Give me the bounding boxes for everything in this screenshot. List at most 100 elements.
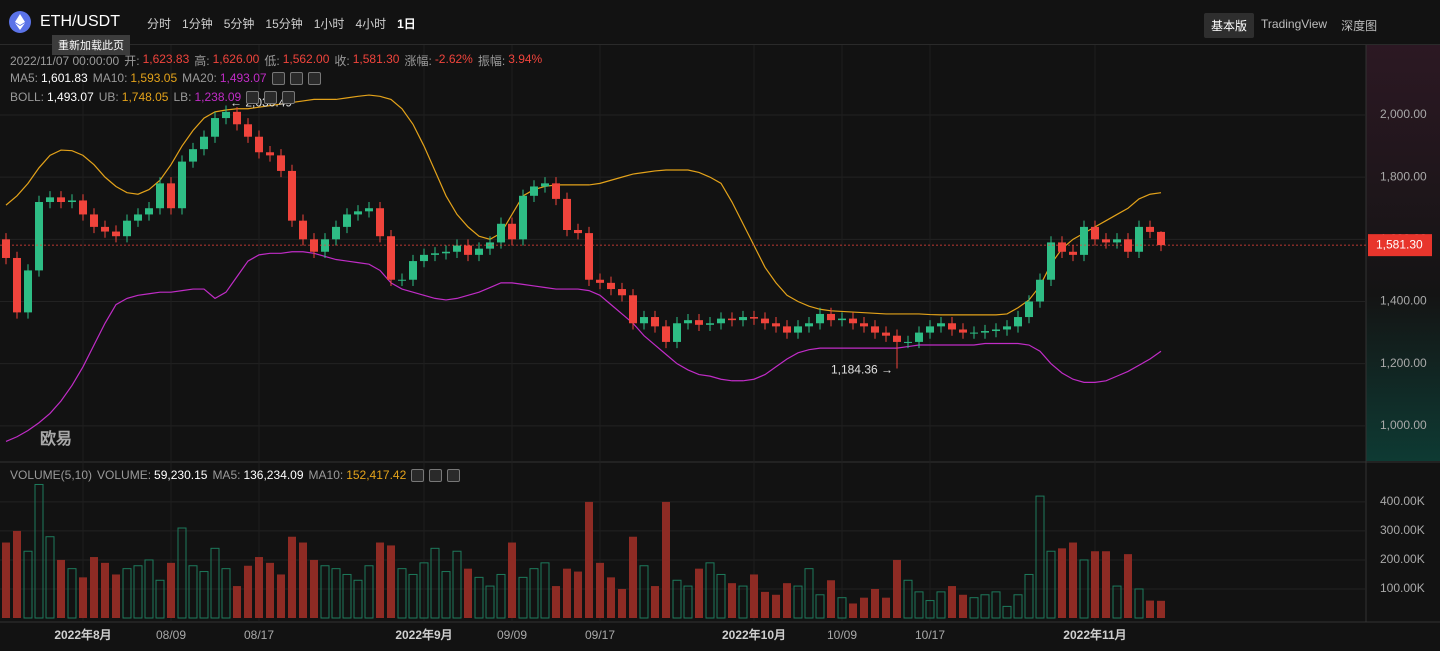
legend-icon[interactable] <box>447 468 461 482</box>
volume-bar <box>804 568 814 619</box>
candle-body <box>211 118 219 137</box>
candle-body <box>189 149 197 162</box>
volume-bar <box>672 579 682 619</box>
legend-label: 涨幅: <box>404 54 432 68</box>
candle-body <box>24 270 32 313</box>
y-tick-label: 1,000.00 <box>1380 418 1427 432</box>
candle-body <box>1124 239 1132 252</box>
candle-body <box>849 318 857 324</box>
interval-tab[interactable]: 1日 <box>397 17 416 31</box>
legend-field: MA10: 1,593.05 <box>93 71 177 85</box>
candle-body <box>750 317 758 319</box>
legend-icon[interactable] <box>246 90 260 104</box>
legend-label: 收: <box>334 54 350 68</box>
interval-tab[interactable]: 1分钟 <box>182 17 213 31</box>
interval-tab[interactable]: 4小时 <box>355 17 387 31</box>
volume-bar <box>397 568 407 619</box>
interval-tab[interactable]: 分时 <box>147 17 172 31</box>
candle-body <box>541 183 549 187</box>
legend-field: UB: 1,748.05 <box>99 90 169 104</box>
candle-body <box>871 326 879 333</box>
volume-bar <box>959 594 967 618</box>
candle-body <box>123 220 131 237</box>
candle-body <box>442 251 450 254</box>
volume-bar <box>1046 550 1056 619</box>
legend-value: 1,593.05 <box>130 71 178 85</box>
watermark: 欧易 <box>40 429 72 448</box>
legend-icon[interactable] <box>429 468 443 482</box>
candle-body <box>57 197 65 203</box>
candle-body <box>662 326 670 342</box>
interval-tab[interactable]: 5分钟 <box>223 17 255 31</box>
volume-bar <box>1079 559 1089 619</box>
legend-label: 高: <box>194 54 210 68</box>
volume-bar <box>882 597 890 618</box>
volume-bar <box>1134 588 1144 619</box>
volume-bar <box>574 571 582 618</box>
candle-body <box>893 335 901 342</box>
legend-value: 1,623.83 <box>142 52 190 66</box>
candle-body <box>453 245 461 252</box>
volume-bar <box>925 600 935 619</box>
indicator-line <box>5 94 1162 316</box>
volume-bar <box>167 562 175 618</box>
tooltip: 重新加载此页 <box>52 35 130 55</box>
x-tick-label: 2022年8月 <box>54 627 111 642</box>
x-tick-label: 2022年9月 <box>395 627 452 642</box>
candle-body <box>882 332 890 336</box>
volume-bar <box>67 568 77 619</box>
candle-body <box>563 198 571 230</box>
legend-label: MA5: <box>10 71 39 85</box>
indicator-line <box>5 251 1162 442</box>
candle-body <box>321 239 329 252</box>
volume-bar <box>441 571 451 619</box>
volume-bar <box>233 586 241 618</box>
symbol[interactable]: ETH/USDT <box>40 13 120 30</box>
legend-icon[interactable] <box>264 90 278 104</box>
x-tick-label: 09/17 <box>585 628 615 642</box>
candle-body <box>1146 226 1154 232</box>
interval-tab[interactable]: 1小时 <box>313 17 345 31</box>
view-tab[interactable]: 深度图 <box>1341 19 1378 33</box>
volume-bar <box>639 565 649 619</box>
view-tab[interactable]: 基本版 <box>1204 13 1255 38</box>
candle-body <box>1091 226 1099 240</box>
view-tab[interactable]: TradingView <box>1261 17 1328 31</box>
candle-body <box>772 323 780 327</box>
candle-body <box>794 326 802 333</box>
candle-body <box>398 279 406 281</box>
volume-bar <box>188 565 198 619</box>
legend-icon[interactable] <box>411 468 425 482</box>
volume-bar <box>45 536 55 619</box>
candle-body <box>68 200 76 203</box>
volume-bar <box>540 562 550 619</box>
volume-bar <box>948 586 956 618</box>
legend-value: 1,493.07 <box>219 71 267 85</box>
candle-body <box>827 313 835 321</box>
volume-bar <box>255 557 263 618</box>
volume-bar <box>508 542 516 618</box>
legend-icon[interactable] <box>271 71 285 85</box>
volume-bar <box>221 568 231 619</box>
volume-bar <box>419 562 429 619</box>
candle-body <box>981 331 989 333</box>
legend-icon[interactable] <box>307 71 321 85</box>
legend-field: 开: 1,623.83 <box>124 52 189 69</box>
volume-bar <box>738 585 748 619</box>
candle-body <box>1113 239 1121 243</box>
legend-value: 3.94% <box>508 52 543 66</box>
legend-label: MA20: <box>182 71 217 85</box>
interval-tab[interactable]: 15分钟 <box>265 17 303 31</box>
legend-icon[interactable] <box>282 90 296 104</box>
volume-bar <box>585 501 593 618</box>
volume-tick-label: 100.00K <box>1380 581 1425 595</box>
volume-bar <box>991 591 1001 619</box>
volume-bar <box>155 579 165 619</box>
volume-bar <box>485 585 495 619</box>
legend-label: MA10: <box>308 468 344 482</box>
volume-bar <box>980 594 990 619</box>
volume-bar <box>408 573 418 619</box>
legend-icon[interactable] <box>289 71 303 85</box>
volume-bar <box>716 573 726 619</box>
volume-bar <box>34 483 44 619</box>
